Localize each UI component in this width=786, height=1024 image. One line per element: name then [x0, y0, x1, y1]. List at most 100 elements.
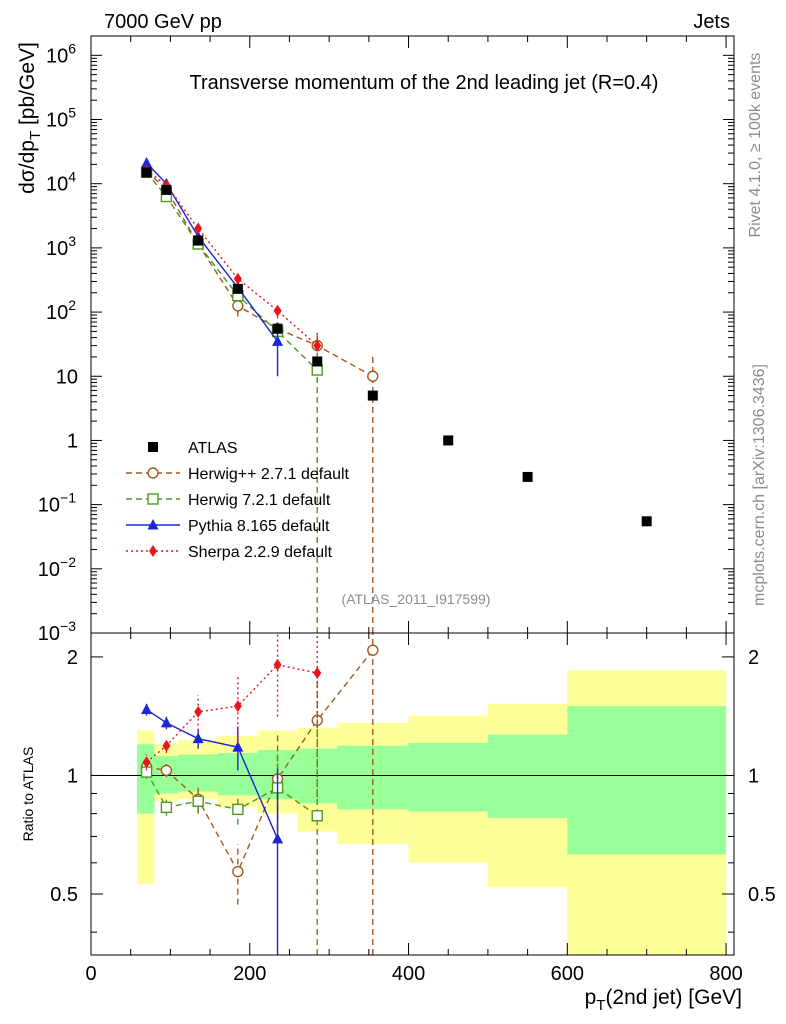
main-ytick-label: 10−3	[38, 618, 76, 645]
main-title: Transverse momentum of the 2nd leading j…	[190, 72, 659, 94]
ratio-plot-content	[91, 633, 734, 955]
x-axis-label: pT(2nd jet) [GeV]	[585, 986, 742, 1014]
mcplots-label: mcplots.cern.ch [arXiv:1306.3436]	[751, 364, 768, 606]
ytick-exponent: 4	[68, 169, 76, 185]
ytick-exponent: −1	[60, 490, 76, 506]
atlas-data-point	[141, 167, 152, 178]
xlabel-rest: (2nd jet) [GeV]	[605, 986, 742, 1009]
ratio-point	[162, 739, 171, 752]
ratio-point	[311, 810, 323, 822]
main-ytick-label: 102	[46, 297, 76, 324]
ytick-mantissa: 10	[46, 110, 68, 132]
main-ytick-label: 106	[46, 40, 76, 67]
ytick-exponent: 2	[68, 297, 76, 313]
data-point	[233, 272, 242, 285]
main-ytick-label: 103	[46, 233, 76, 260]
ratio-band-green	[337, 745, 409, 810]
analysis-label: (ATLAS_2011_I917599)	[342, 591, 491, 607]
ratio-point	[160, 716, 172, 728]
atlas-data-point	[367, 390, 378, 401]
ytick-exponent: 3	[68, 233, 76, 249]
ratio-xtick-label: 0	[85, 963, 96, 985]
ytick-mantissa: 10	[38, 495, 60, 517]
ratio-point	[232, 741, 244, 752]
ratio-point	[160, 801, 173, 814]
atlas-data-point	[232, 283, 243, 294]
atlas-data-point	[522, 471, 533, 482]
main-ytick-label: 1	[67, 430, 78, 452]
ratio-panel: 0 200 400 600 800 0.5 0.5 1 1 2 2 Ratio to ATLAS p…	[20, 632, 776, 1014]
ytick-mantissa: 10	[46, 238, 68, 260]
ratio-series-triangle	[141, 703, 284, 955]
ratio-xtick-label: 200	[233, 963, 266, 985]
data-point	[273, 304, 282, 317]
main-plot-content	[140, 157, 652, 633]
legend-marker	[149, 545, 157, 557]
ratio-point	[141, 703, 153, 715]
ytick-mantissa: 10	[46, 174, 68, 196]
ratio-point	[194, 705, 203, 718]
atlas-data-point	[272, 323, 283, 334]
ratio-band-green	[487, 734, 568, 818]
main-ytick-label: 104	[46, 169, 76, 196]
ytick-mantissa: 10	[46, 45, 68, 67]
data-point	[367, 370, 379, 382]
ratio-point	[232, 803, 244, 816]
rivet-label: Rivet 4.1.0, ≥ 100k events	[747, 53, 764, 238]
ratio-point	[272, 832, 284, 844]
ylabel-sub: T	[27, 131, 44, 140]
atlas-data-point	[641, 516, 652, 527]
ratio-point	[273, 658, 282, 671]
legend-label: Pythia 8.165 default	[188, 518, 330, 535]
ratio-series-line	[145, 771, 318, 817]
ytick-exponent: −3	[60, 618, 76, 634]
ytick-exponent: 6	[68, 40, 76, 56]
legend-marker-atlas	[148, 442, 158, 452]
main-ytick-label: 105	[46, 105, 76, 132]
series-line	[146, 170, 318, 347]
ratio-point	[367, 644, 379, 656]
xlabel-p: p	[585, 986, 597, 1009]
atlas-data-point	[193, 235, 204, 246]
atlas-data-point	[443, 435, 454, 446]
ratio-series-line	[146, 664, 318, 763]
main-ytick-label: 10−1	[38, 490, 76, 517]
ratio-band-green	[408, 742, 488, 812]
ratio-ytick-label-left: 0.5	[50, 884, 78, 906]
ratio-xtick-label: 800	[709, 963, 742, 985]
ylabel-part-a: dσ/dp	[16, 140, 39, 194]
ytick-mantissa: 10	[38, 559, 60, 581]
ratio-ytick-label-right: 1	[748, 765, 759, 787]
ytick-mantissa: 10	[46, 302, 68, 324]
ratio-frame	[90, 632, 735, 956]
ratio-point	[160, 764, 173, 777]
legend-label: Sherpa 2.2.9 default	[188, 544, 333, 561]
ratio-band-green	[567, 706, 727, 855]
ratio-point	[192, 732, 204, 744]
ratio-ytick-label-right: 0.5	[748, 884, 776, 906]
ylabel-part-b: [pb/GeV]	[16, 42, 39, 131]
ratio-point	[232, 865, 244, 878]
series-atlas-data	[141, 167, 652, 527]
series-open-circle	[140, 165, 379, 633]
data-point	[272, 335, 284, 346]
data-point	[194, 222, 203, 235]
series-line	[146, 170, 374, 377]
main-y-axis-label: dσ/dpT [pb/GeV]	[16, 42, 44, 194]
legend: ATLAS Herwig++ 2.7.1 default Herwig 7.2.1 …	[126, 440, 350, 561]
legend-marker	[147, 467, 159, 479]
ratio-band-green	[137, 744, 155, 814]
main-ytick-label: 10−2	[38, 554, 76, 581]
ratio-ytick-label-left: 2	[67, 647, 78, 669]
ratio-axis-ticks: 0 200 400 600 800 0.5 0.5 1 1 2 2	[50, 633, 776, 985]
atlas-data-point	[161, 184, 172, 195]
legend-label: ATLAS	[188, 440, 238, 457]
xlabel-sub: T	[596, 997, 605, 1014]
data-point	[232, 300, 244, 312]
ytick-exponent: −2	[60, 554, 76, 570]
data-point	[311, 364, 323, 376]
ratio-ytick-label-left: 1	[67, 765, 78, 787]
